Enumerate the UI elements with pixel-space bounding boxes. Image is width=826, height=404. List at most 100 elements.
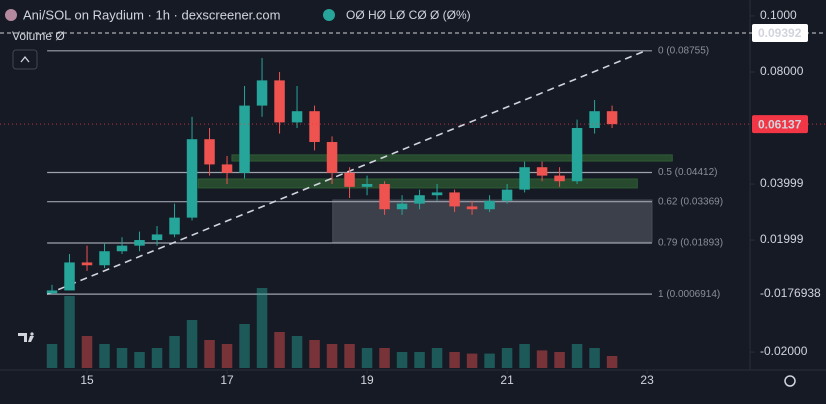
- volume-bar: [431, 348, 443, 368]
- candle-body: [274, 80, 285, 123]
- fib-label: 0.79 (0.01893): [658, 238, 723, 249]
- candle-body: [501, 189, 513, 201]
- candle-body: [256, 80, 268, 106]
- volume-bar: [466, 353, 478, 368]
- candle-body: [46, 290, 58, 294]
- candle-body: [81, 262, 93, 266]
- volume-bar: [554, 352, 565, 368]
- tv-logo: [18, 332, 34, 342]
- volume-bar: [239, 324, 250, 368]
- fib-label: 1 (0.0006914): [658, 289, 720, 300]
- candle-body: [414, 195, 425, 204]
- candle-body: [344, 172, 355, 187]
- volume-bar: [326, 344, 338, 368]
- volume-bar: [204, 340, 215, 368]
- volume-bar: [99, 344, 110, 368]
- token-icon: [5, 9, 17, 21]
- volume-bar: [414, 352, 425, 368]
- ohlc-readout: OØ HØ LØ CØ Ø (Ø%): [346, 8, 471, 22]
- x-tick-label: 21: [500, 373, 514, 387]
- candle-body: [466, 206, 478, 210]
- price-tag: [752, 115, 808, 134]
- volume-bar: [396, 352, 408, 368]
- axis-note: -0.0176938: [760, 286, 821, 300]
- volume-bar: [134, 352, 145, 368]
- price-tag-label: 0.06137: [758, 117, 802, 131]
- collapse-icon: [20, 55, 30, 63]
- candle-body: [204, 139, 215, 165]
- candle-body: [186, 139, 198, 218]
- candle-body: [326, 142, 338, 173]
- candle-body: [431, 192, 443, 196]
- candle-body: [379, 184, 390, 210]
- candle-body: [554, 175, 565, 182]
- candle-body: [151, 234, 163, 241]
- volume-bar: [379, 348, 390, 368]
- candle-body: [536, 167, 548, 176]
- x-tick-label: 23: [640, 373, 654, 387]
- volume-bar: [274, 332, 285, 368]
- x-tick-label: 19: [360, 373, 374, 387]
- y-tick-label: 0.08000: [760, 64, 804, 78]
- candle-body: [134, 240, 145, 246]
- fib-label: 0.5 (0.04412): [658, 167, 718, 178]
- candle-body: [116, 245, 128, 252]
- volume-bar: [291, 336, 303, 368]
- collapse-button[interactable]: [12, 49, 38, 70]
- volume-bar: [46, 344, 58, 368]
- candle-body: [221, 164, 233, 173]
- candle-body: [291, 111, 303, 123]
- plot-area: [46, 50, 673, 368]
- volume-bar: [151, 348, 163, 368]
- volume-bar: [81, 336, 93, 368]
- volume-bar: [571, 344, 583, 368]
- volume-bar: [256, 288, 268, 368]
- chart-title: Ani/SOL on Raydium · 1h · dexscreener.co…: [23, 7, 280, 22]
- candle-body: [449, 192, 460, 207]
- y-tick-label: 0.1000: [760, 8, 797, 22]
- x-tick-label: 15: [80, 373, 94, 387]
- y-tick-label: -0.02000: [760, 344, 808, 358]
- volume-bar: [536, 350, 548, 368]
- volume-bar: [519, 344, 530, 368]
- zone: [231, 154, 673, 162]
- candle-body: [571, 128, 583, 182]
- status-icon[interactable]: [323, 9, 335, 21]
- candle-body: [64, 262, 75, 291]
- volume-bar: [221, 344, 233, 368]
- candle-body: [396, 203, 408, 210]
- settings-button[interactable]: [784, 375, 796, 387]
- volume-bar: [501, 348, 513, 368]
- fib-label: 0.62 (0.03369): [658, 196, 723, 207]
- candle-body: [606, 111, 618, 125]
- volume-bar: [309, 340, 320, 368]
- y-tick-label: 0.03999: [760, 176, 804, 190]
- candle-body: [239, 105, 250, 173]
- candle-body: [519, 167, 530, 190]
- volume-bar: [449, 352, 460, 368]
- candle-body: [361, 184, 373, 187]
- candle-body: [309, 111, 320, 143]
- volume-bar: [64, 296, 75, 368]
- volume-bar: [116, 348, 128, 368]
- volume-bar: [186, 320, 198, 368]
- price-tag-label: 0.09392: [758, 26, 802, 40]
- candle-body: [484, 200, 495, 210]
- y-tick-label: 0.01999: [760, 232, 804, 246]
- fib-label: 0 (0.08755): [658, 45, 709, 56]
- volume-bar: [169, 336, 180, 368]
- price-tag: [752, 23, 808, 42]
- volume-bar: [361, 348, 373, 368]
- zone: [197, 178, 638, 189]
- candle-body: [589, 111, 600, 129]
- candle-body: [169, 217, 180, 235]
- volume-bar: [606, 356, 618, 368]
- x-tick-label: 17: [220, 373, 234, 387]
- volume-bar: [484, 353, 495, 368]
- volume-label: Volume Ø: [12, 29, 65, 43]
- volume-bar: [344, 344, 355, 368]
- volume-bar: [589, 348, 600, 368]
- candle-body: [99, 251, 110, 266]
